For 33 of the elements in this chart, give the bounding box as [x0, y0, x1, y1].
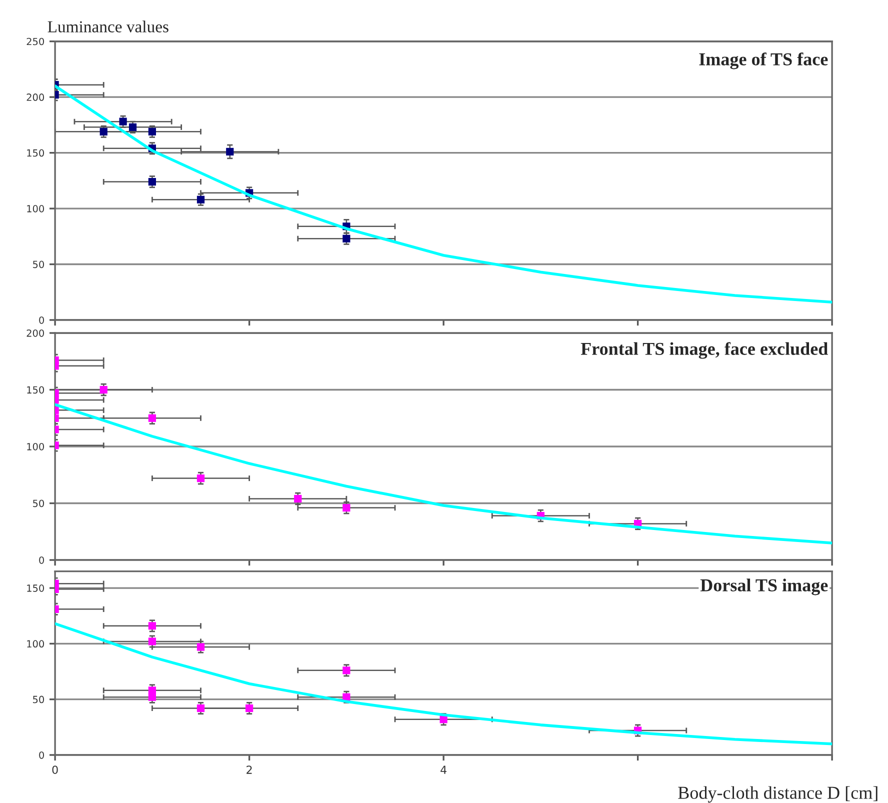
point: [148, 128, 156, 136]
point: [342, 666, 350, 674]
y-tick-label: 200: [26, 94, 44, 101]
point: [100, 128, 108, 136]
point: [246, 704, 254, 712]
chart-title: Dorsal TS image: [700, 578, 828, 596]
y-tick-label: 150: [27, 584, 44, 592]
point: [226, 148, 234, 156]
line-series: [55, 622, 832, 746]
y-tick-label: 200: [26, 329, 44, 337]
y-tick-label: 0: [39, 751, 44, 759]
y-tick-label: 100: [27, 442, 44, 450]
chart-title: Frontal TS image, face excluded: [580, 342, 828, 359]
text: Image of TS face: [699, 52, 828, 70]
x-tick-label: 0: [52, 766, 58, 774]
point: [148, 178, 156, 186]
y-axis-title: Luminance values: [48, 20, 168, 32]
x-axis-title: Body-cloth distance D [cm]: [678, 786, 878, 803]
y-tick-label: 150: [27, 149, 44, 157]
point: [119, 118, 127, 126]
x-tick-label: 4: [440, 766, 446, 774]
y-tick-label: 50: [33, 500, 44, 508]
point: [148, 622, 156, 630]
y-tick-label: 100: [27, 640, 44, 648]
y-tick-label: 150: [27, 386, 44, 394]
y-tick-label: 0: [39, 556, 44, 564]
y-tick-label: 0: [39, 316, 44, 324]
y-tick-label: 50: [33, 260, 44, 268]
point: [128, 123, 137, 131]
y-tick-label: 100: [27, 205, 44, 212]
y-tick-label: 250: [26, 38, 44, 46]
x-tick-label: 2: [246, 766, 252, 774]
y-tick-label: 50: [33, 696, 44, 704]
